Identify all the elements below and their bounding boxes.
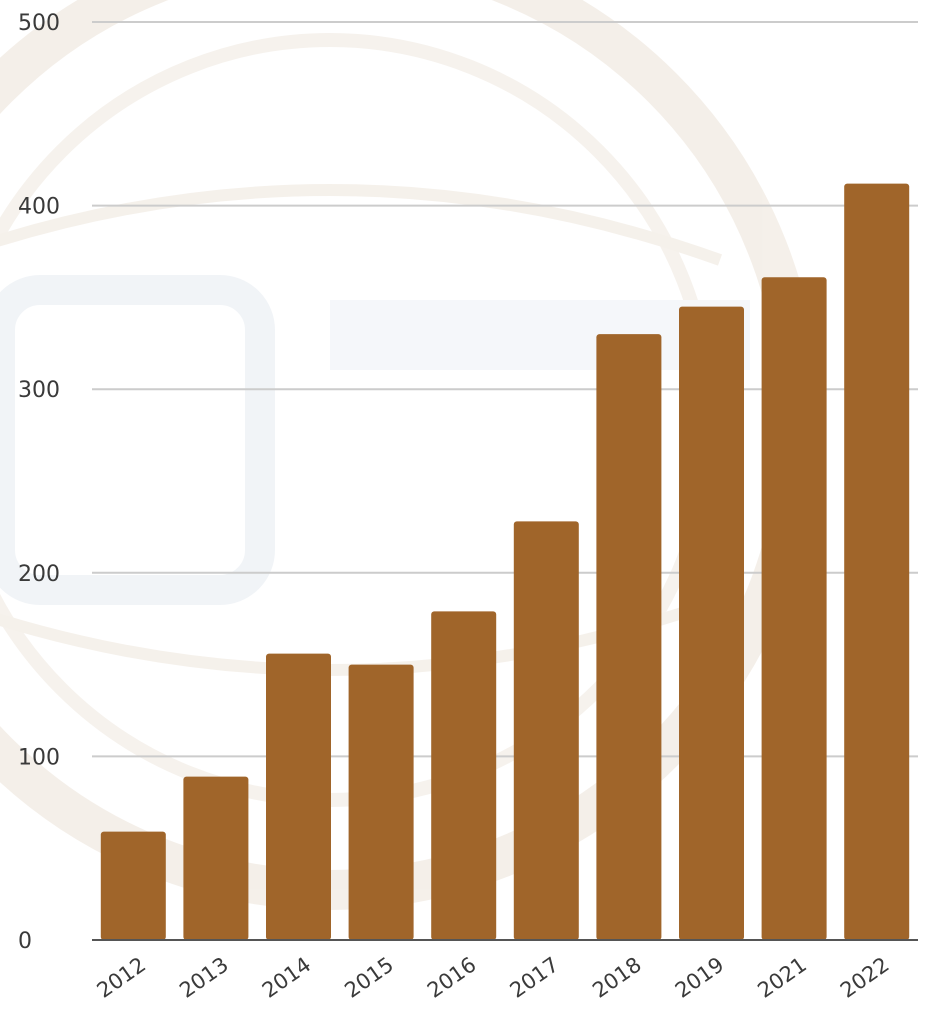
bar-2015: [348, 664, 414, 940]
x-tick-label: 2021: [753, 952, 811, 1002]
bar-2014: [266, 653, 331, 940]
watermark-ball-seam: [0, 184, 723, 266]
x-axis-ticks: 2012 2013 2014 2015 2016 2017 2018 2019 2021 2022: [93, 952, 894, 1002]
bar-2016: [431, 611, 497, 940]
bar-2013: [183, 776, 249, 940]
y-tick-label: 100: [18, 745, 60, 770]
y-tick-label: 400: [18, 195, 60, 220]
bar-2021: [761, 277, 827, 941]
watermark-letter-block: [0, 275, 275, 605]
x-tick-label: 2012: [93, 952, 151, 1002]
bar-2019: [679, 306, 744, 941]
x-tick-label: 2014: [258, 952, 316, 1002]
y-tick-label: 0: [18, 929, 32, 954]
y-axis-ticks: 0 100 200 300 400 500: [18, 11, 60, 954]
bar-2017: [513, 521, 579, 940]
x-tick-label: 2018: [588, 952, 646, 1002]
y-tick-label: 500: [18, 11, 60, 36]
x-tick-label: 2017: [506, 952, 564, 1002]
bar-2018: [596, 334, 662, 940]
bar-2012: [100, 831, 166, 940]
y-tick-label: 300: [18, 378, 60, 403]
x-tick-label: 2016: [423, 952, 481, 1002]
x-tick-label: 2015: [340, 952, 398, 1002]
x-tick-label: 2013: [175, 952, 233, 1002]
x-tick-label: 2019: [671, 952, 729, 1002]
bar-2022: [844, 183, 910, 940]
x-tick-label: 2022: [836, 952, 894, 1002]
y-tick-label: 200: [18, 562, 60, 587]
bars: [100, 183, 910, 941]
